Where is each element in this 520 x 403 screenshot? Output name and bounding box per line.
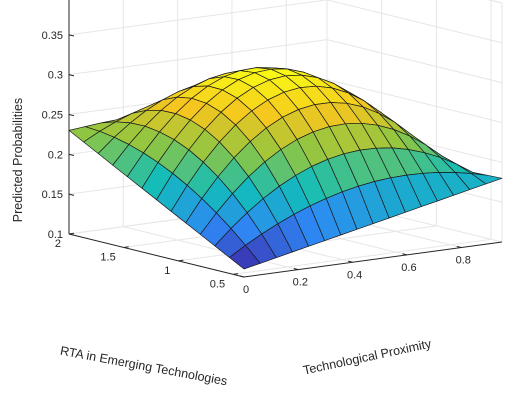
x-tick-label: 0.6	[401, 262, 416, 274]
grid-line-z	[68, 39, 328, 76]
z-tick-label: 0.2	[48, 149, 63, 161]
x-axis-label: Technological Proximity	[302, 337, 433, 378]
x-tick-label: 0.4	[347, 269, 362, 281]
z-tick-label: 0.15	[42, 189, 63, 201]
z-tick	[68, 74, 75, 77]
x-tick-label: 0.2	[293, 277, 308, 289]
z-tick-label: 0.35	[42, 30, 63, 42]
x-tick-label: 0.8	[456, 255, 471, 267]
y-tick-label: 2	[55, 238, 61, 250]
y-tick-label: 0.5	[210, 278, 225, 290]
y-axis-label: RTA in Emerging Technologies	[59, 344, 228, 389]
x-tick	[456, 245, 462, 249]
y-tick	[123, 246, 129, 248]
z-tick-label: 0.1	[48, 229, 63, 241]
x-tick	[402, 253, 408, 256]
y-tick	[178, 259, 184, 262]
x-axis-line	[243, 241, 503, 278]
x-tick-label: 0	[243, 284, 249, 296]
grid-line-y	[232, 238, 492, 275]
surface-face	[229, 244, 261, 270]
y-tick	[232, 273, 239, 275]
pane-edge	[487, 0, 503, 4]
y-tick-label: 1.5	[100, 251, 115, 263]
z-tick	[68, 153, 75, 157]
grid-line-z	[326, 0, 503, 44]
z-tick	[68, 34, 75, 37]
y-tick-label: 1	[164, 265, 170, 277]
z-tick-label: 0.4	[48, 0, 63, 2]
y-axis-line	[68, 233, 245, 278]
z-tick-label: 0.3	[48, 70, 63, 82]
x-tick	[239, 275, 245, 278]
z-axis-label: Predicted Probabilities	[11, 98, 25, 222]
ticks-layer: 0.1 0.15 0.2 0.25 0.3 0.35 0.4 0 0.2 0.4 0.6 0.8 0.5…	[42, 0, 471, 296]
surface-layer	[68, 67, 503, 270]
x-tick	[348, 260, 353, 263]
y-tick	[68, 232, 75, 235]
grid-line-x	[123, 226, 299, 271]
z-tick	[68, 114, 75, 117]
x-tick	[293, 268, 299, 271]
z-tick	[68, 193, 75, 196]
grid-line-z	[326, 79, 503, 123]
z-tick-label: 0.25	[42, 110, 63, 122]
grid-line-z	[68, 0, 328, 36]
grid-line-z	[326, 39, 503, 84]
grid-line-z	[487, 0, 503, 4]
